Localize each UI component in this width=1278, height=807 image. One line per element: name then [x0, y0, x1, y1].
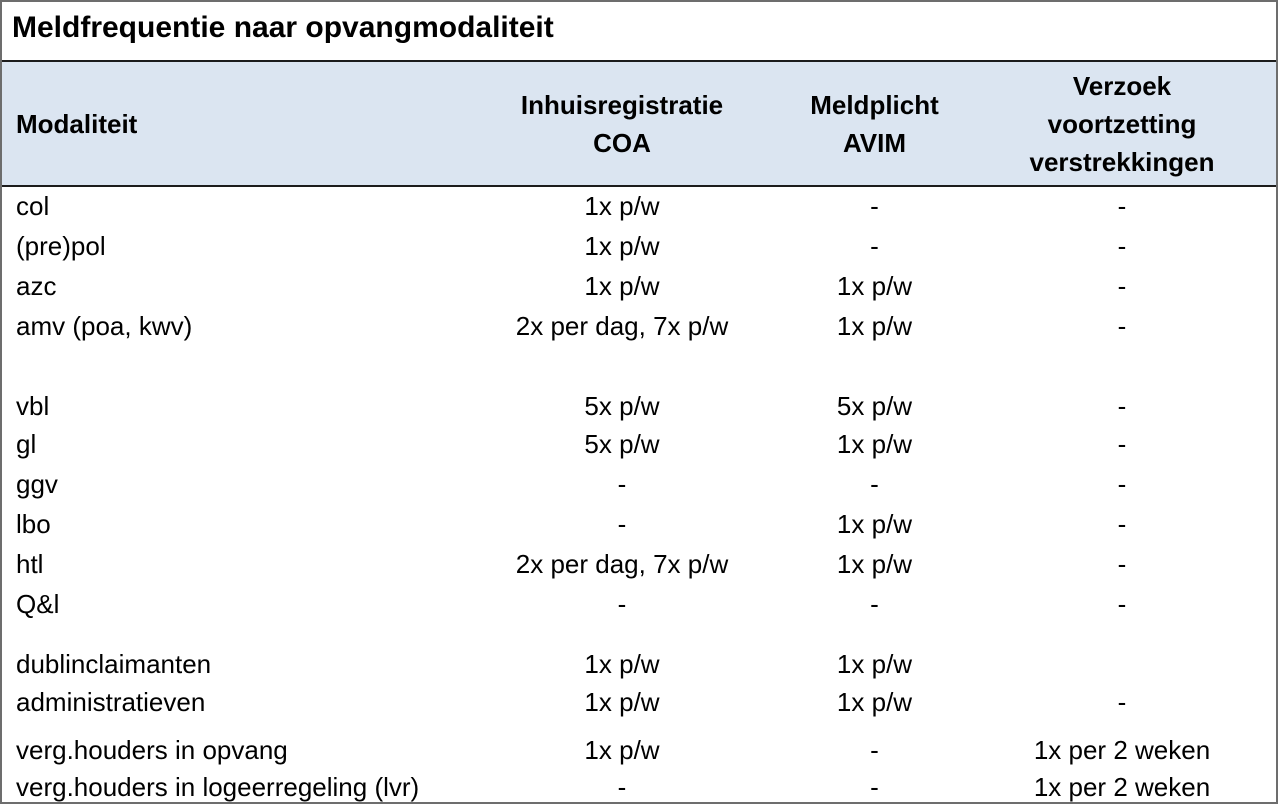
table-row: amv (poa, kwv) 2x per dag, 7x p/w 1x p/w…: [2, 306, 1276, 346]
cell-meldplicht: -: [870, 772, 879, 802]
table-row: verg.houders in opvang 1x p/w - 1x per 2…: [2, 730, 1276, 770]
cell-verzoek: 1x per 2 weken: [1033, 735, 1211, 765]
cell-modaliteit: ggv: [16, 469, 58, 499]
cell-inhuisregistratie: -: [617, 509, 627, 539]
cell-modaliteit: amv (poa, kwv): [16, 311, 193, 341]
cell-inhuisregistratie: 5x p/w: [584, 391, 660, 421]
cell-meldplicht: -: [870, 589, 879, 619]
header-verzoek-voortzetting: Verzoek voortzetting verstrekkingen: [1029, 70, 1215, 177]
cell-modaliteit: azc: [16, 271, 57, 301]
cell-modaliteit: gl: [16, 429, 37, 459]
cell-inhuisregistratie: 1x p/w: [584, 649, 660, 679]
cell-inhuisregistratie: -: [617, 469, 627, 499]
cell-modaliteit: col: [16, 191, 50, 221]
cell-inhuisregistratie: 1x p/w: [584, 735, 660, 765]
cell-meldplicht: 1x p/w: [836, 509, 913, 539]
cell-inhuisregistratie: 1x p/w: [584, 231, 660, 261]
cell-modaliteit: lbo: [16, 509, 51, 539]
table-title: Meldfrequentie naar opvangmodaliteit: [12, 11, 554, 44]
cell-modaliteit: administratieven: [16, 687, 206, 717]
cell-verzoek: -: [1117, 191, 1127, 221]
cell-verzoek: -: [1117, 549, 1127, 579]
cell-inhuisregistratie: 1x p/w: [584, 271, 660, 301]
cell-inhuisregistratie: 1x p/w: [584, 687, 660, 717]
cell-verzoek: -: [1117, 271, 1127, 301]
cell-verzoek: [977, 644, 1267, 684]
cell-verzoek: -: [1117, 429, 1127, 459]
cell-verzoek: -: [1117, 469, 1127, 499]
table-row: htl 2x per dag, 7x p/w 1x p/w -: [2, 544, 1276, 584]
cell-verzoek: -: [1117, 311, 1127, 341]
cell-meldplicht: -: [870, 231, 879, 261]
header-meldplicht-avim: Meldplicht AVIM: [810, 89, 939, 158]
table-row: verg.houders in logeerregeling (lvr) - -…: [2, 767, 1276, 807]
cell-inhuisregistratie: 5x p/w: [584, 429, 660, 459]
cell-modaliteit: verg.houders in logeerregeling (lvr): [16, 772, 420, 802]
table-row: dublinclaimanten 1x p/w 1x p/w: [2, 644, 1276, 684]
cell-inhuisregistratie: 1x p/w: [584, 191, 660, 221]
cell-modaliteit: Q&l: [16, 589, 60, 619]
cell-inhuisregistratie: -: [617, 772, 627, 802]
cell-meldplicht: 1x p/w: [836, 271, 913, 301]
cell-verzoek: -: [1117, 687, 1127, 717]
table-header: Modaliteit Inhuisregistratie COA Meldpli…: [2, 60, 1276, 187]
cell-inhuisregistratie: 2x per dag, 7x p/w: [515, 549, 729, 579]
cell-modaliteit: verg.houders in opvang: [16, 735, 288, 765]
table-row: administratieven 1x p/w 1x p/w -: [2, 682, 1276, 722]
cell-verzoek: -: [1117, 231, 1127, 261]
table-row: lbo - 1x p/w -: [2, 504, 1276, 544]
cell-modaliteit: htl: [16, 549, 44, 579]
cell-inhuisregistratie: -: [617, 589, 627, 619]
cell-verzoek: -: [1117, 509, 1127, 539]
cell-meldplicht: 1x p/w: [836, 687, 913, 717]
cell-meldplicht: 1x p/w: [836, 649, 913, 679]
header-inhuisregistratie-coa: Inhuisregistratie COA: [520, 89, 724, 158]
cell-meldplicht: -: [870, 735, 879, 765]
cell-verzoek: -: [1117, 391, 1127, 421]
table-row: azc 1x p/w 1x p/w -: [2, 266, 1276, 306]
cell-meldplicht: 1x p/w: [836, 311, 913, 341]
cell-inhuisregistratie: 2x per dag, 7x p/w: [515, 311, 729, 341]
cell-modaliteit: dublinclaimanten: [16, 649, 212, 679]
cell-meldplicht: 1x p/w: [836, 429, 913, 459]
cell-verzoek: -: [1117, 589, 1127, 619]
header-modaliteit: Modaliteit: [16, 108, 138, 139]
table-row: col 1x p/w - -: [2, 186, 1276, 226]
cell-verzoek: 1x per 2 weken: [1033, 772, 1211, 802]
cell-modaliteit: (pre)pol: [16, 231, 106, 261]
cell-modaliteit: vbl: [16, 391, 50, 421]
cell-meldplicht: 5x p/w: [836, 391, 913, 421]
cell-meldplicht: 1x p/w: [836, 549, 913, 579]
table-row: gl 5x p/w 1x p/w -: [2, 424, 1276, 464]
table-row: (pre)pol 1x p/w - -: [2, 226, 1276, 266]
table-row: vbl 5x p/w 5x p/w -: [2, 386, 1276, 426]
table-row: ggv - - -: [2, 464, 1276, 504]
cell-meldplicht: -: [870, 191, 879, 221]
cell-meldplicht: -: [870, 469, 879, 499]
table-row: Q&l - - -: [2, 584, 1276, 624]
